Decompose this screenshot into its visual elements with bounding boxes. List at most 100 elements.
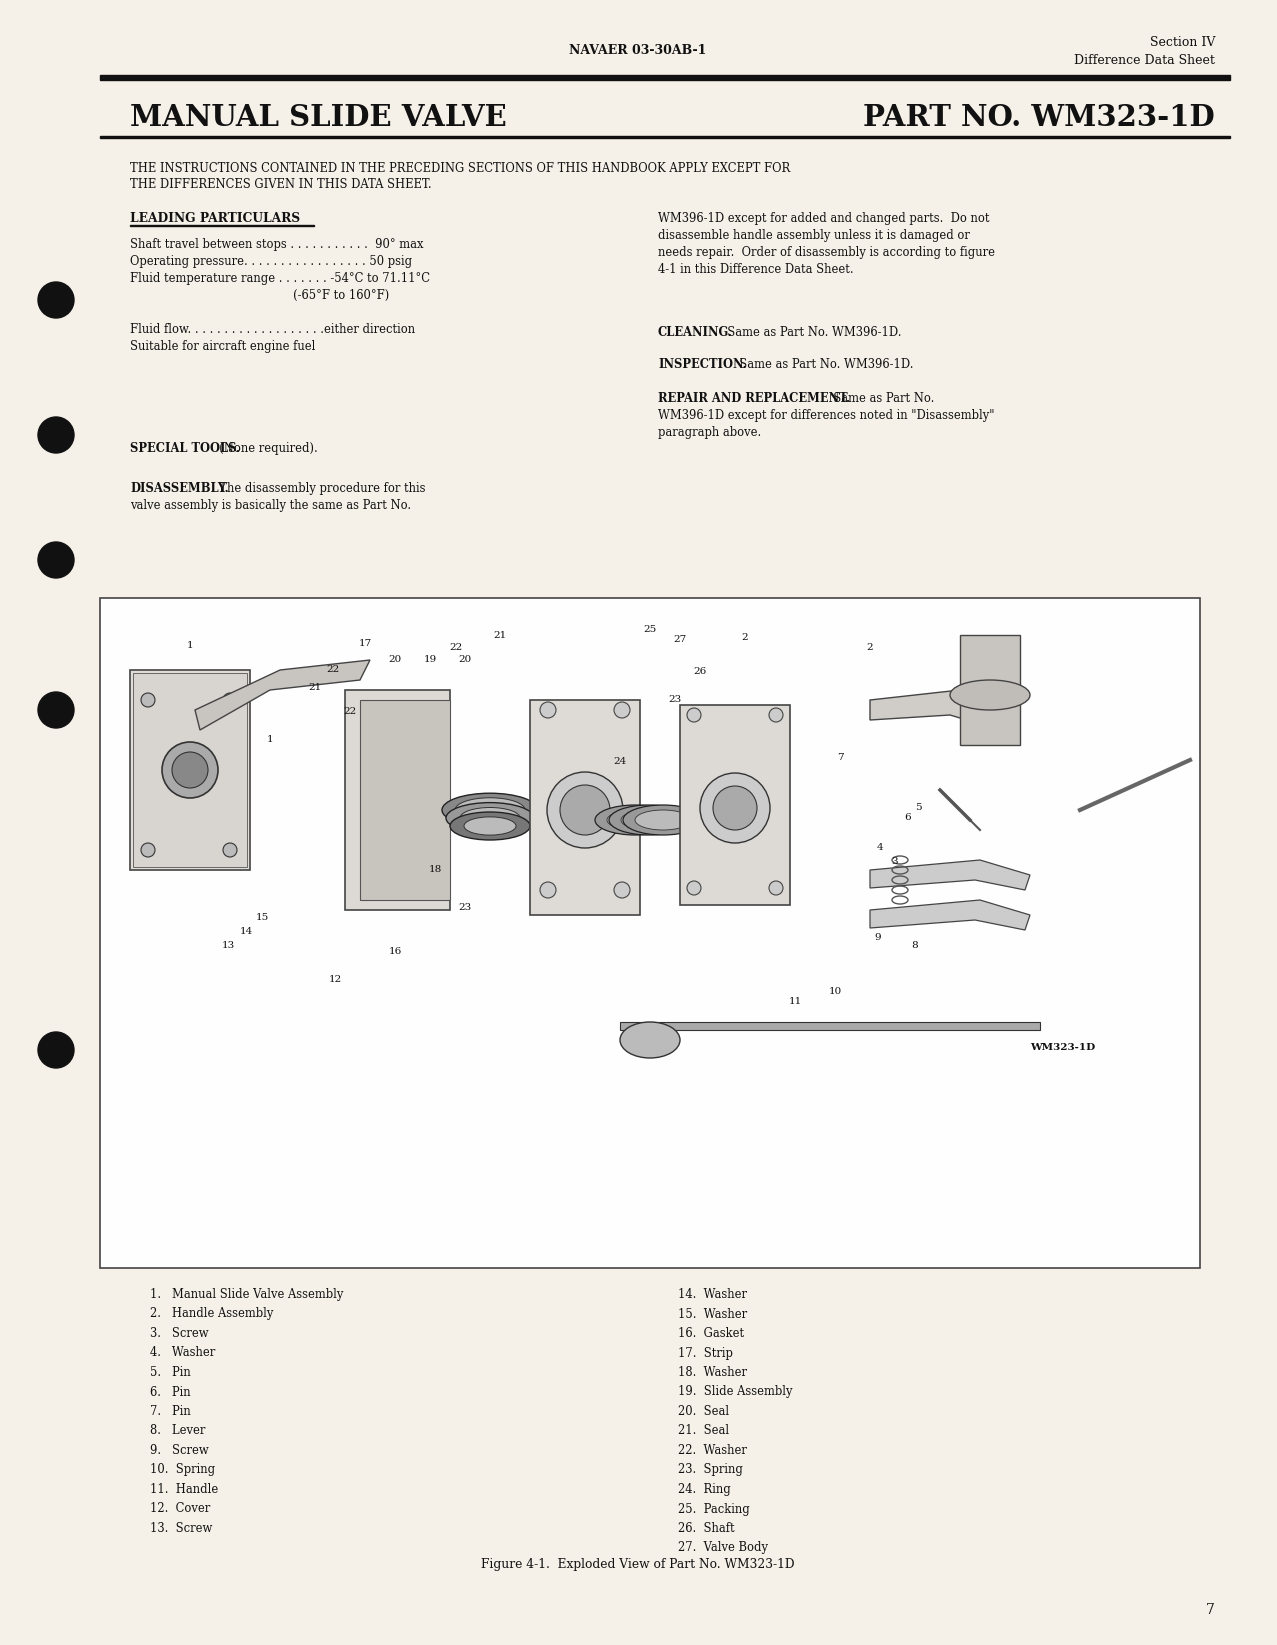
Text: 18.  Washer: 18. Washer bbox=[678, 1365, 747, 1379]
Bar bbox=[100, 76, 1230, 81]
Ellipse shape bbox=[223, 693, 238, 707]
FancyBboxPatch shape bbox=[133, 673, 246, 867]
Text: 22: 22 bbox=[450, 643, 462, 653]
Text: 24.  Ring: 24. Ring bbox=[678, 1484, 730, 1495]
Text: 6.   Pin: 6. Pin bbox=[149, 1385, 190, 1398]
Polygon shape bbox=[195, 660, 370, 730]
Text: Shaft travel between stops . . . . . . . . . . .  90° max: Shaft travel between stops . . . . . . .… bbox=[130, 239, 424, 252]
Text: 7: 7 bbox=[1205, 1602, 1214, 1617]
Text: 9.   Screw: 9. Screw bbox=[149, 1444, 208, 1457]
Polygon shape bbox=[870, 900, 1031, 929]
Text: valve assembly is basically the same as Part No.: valve assembly is basically the same as … bbox=[130, 498, 411, 512]
Text: 1: 1 bbox=[186, 640, 193, 650]
Text: 14: 14 bbox=[239, 928, 253, 936]
Text: 13: 13 bbox=[221, 941, 235, 951]
Text: NAVAER 03-30AB-1: NAVAER 03-30AB-1 bbox=[570, 43, 706, 56]
Text: MANUAL SLIDE VALVE: MANUAL SLIDE VALVE bbox=[130, 104, 507, 133]
Text: WM396-1D except for differences noted in "Disassembly": WM396-1D except for differences noted in… bbox=[658, 410, 995, 423]
Text: Difference Data Sheet: Difference Data Sheet bbox=[1074, 54, 1214, 66]
Text: Fluid flow. . . . . . . . . . . . . . . . . . .either direction: Fluid flow. . . . . . . . . . . . . . . … bbox=[130, 322, 415, 336]
Ellipse shape bbox=[140, 842, 155, 857]
Text: 22: 22 bbox=[344, 707, 356, 717]
Text: 25.  Packing: 25. Packing bbox=[678, 1502, 750, 1515]
Ellipse shape bbox=[460, 808, 520, 829]
Text: 25: 25 bbox=[644, 625, 656, 635]
Text: 2: 2 bbox=[742, 633, 748, 643]
Ellipse shape bbox=[614, 702, 630, 717]
Text: 17: 17 bbox=[359, 638, 372, 648]
Text: 11.  Handle: 11. Handle bbox=[149, 1484, 218, 1495]
Bar bbox=[100, 599, 1200, 1268]
Text: 21: 21 bbox=[493, 630, 507, 640]
Text: CLEANING.: CLEANING. bbox=[658, 326, 733, 339]
Ellipse shape bbox=[687, 707, 701, 722]
Text: 7: 7 bbox=[836, 753, 843, 763]
Text: 23: 23 bbox=[668, 696, 682, 704]
Ellipse shape bbox=[700, 773, 770, 842]
Text: 15.  Washer: 15. Washer bbox=[678, 1308, 747, 1321]
Ellipse shape bbox=[162, 742, 218, 798]
Text: 21.  Seal: 21. Seal bbox=[678, 1425, 729, 1438]
Text: 11: 11 bbox=[788, 997, 802, 1007]
Text: The disassembly procedure for this: The disassembly procedure for this bbox=[212, 482, 425, 495]
FancyBboxPatch shape bbox=[360, 701, 450, 900]
Ellipse shape bbox=[172, 752, 208, 788]
Ellipse shape bbox=[595, 804, 676, 836]
Text: 16.  Gasket: 16. Gasket bbox=[678, 1328, 744, 1341]
Ellipse shape bbox=[223, 842, 238, 857]
Ellipse shape bbox=[140, 693, 155, 707]
FancyBboxPatch shape bbox=[345, 689, 450, 910]
Text: 24: 24 bbox=[613, 757, 627, 767]
Text: Figure 4-1.  Exploded View of Part No. WM323-1D: Figure 4-1. Exploded View of Part No. WM… bbox=[481, 1558, 794, 1571]
Ellipse shape bbox=[540, 882, 555, 898]
Ellipse shape bbox=[621, 1022, 679, 1058]
Text: 2.   Handle Assembly: 2. Handle Assembly bbox=[149, 1308, 273, 1321]
Text: DISASSEMBLY.: DISASSEMBLY. bbox=[130, 482, 229, 495]
Text: (None required).: (None required). bbox=[212, 443, 318, 456]
Text: 8: 8 bbox=[912, 941, 918, 949]
Text: 1: 1 bbox=[267, 735, 273, 745]
Text: 4: 4 bbox=[877, 844, 884, 852]
Text: 10.  Spring: 10. Spring bbox=[149, 1464, 215, 1477]
Text: 27: 27 bbox=[673, 635, 687, 645]
Ellipse shape bbox=[609, 804, 690, 836]
Text: 22: 22 bbox=[327, 666, 340, 674]
Text: 27.  Valve Body: 27. Valve Body bbox=[678, 1541, 767, 1555]
Text: PART NO. WM323-1D: PART NO. WM323-1D bbox=[863, 104, 1214, 133]
Text: 23.  Spring: 23. Spring bbox=[678, 1464, 743, 1477]
Text: 9: 9 bbox=[875, 933, 881, 943]
Text: Same as Part No. WM396-1D.: Same as Part No. WM396-1D. bbox=[720, 326, 902, 339]
Circle shape bbox=[38, 541, 74, 577]
Text: 12: 12 bbox=[328, 975, 342, 984]
Text: INSPECTION.: INSPECTION. bbox=[658, 359, 747, 372]
Text: 2: 2 bbox=[867, 643, 873, 653]
Text: Operating pressure. . . . . . . . . . . . . . . . . 50 psig: Operating pressure. . . . . . . . . . . … bbox=[130, 255, 412, 268]
Text: Fluid temperature range . . . . . . . -54°C to 71.11°C: Fluid temperature range . . . . . . . -5… bbox=[130, 271, 430, 285]
Text: 19.  Slide Assembly: 19. Slide Assembly bbox=[678, 1385, 793, 1398]
Text: Section IV: Section IV bbox=[1149, 36, 1214, 48]
Text: paragraph above.: paragraph above. bbox=[658, 426, 761, 439]
Text: 3.   Screw: 3. Screw bbox=[149, 1328, 208, 1341]
Text: SPECIAL TOOLS.: SPECIAL TOOLS. bbox=[130, 443, 240, 456]
FancyBboxPatch shape bbox=[960, 635, 1020, 745]
Ellipse shape bbox=[687, 882, 701, 895]
Ellipse shape bbox=[442, 793, 538, 827]
Ellipse shape bbox=[623, 804, 704, 836]
Text: 14.  Washer: 14. Washer bbox=[678, 1288, 747, 1301]
Text: 3: 3 bbox=[891, 857, 898, 867]
Ellipse shape bbox=[464, 818, 516, 836]
Ellipse shape bbox=[769, 882, 783, 895]
Ellipse shape bbox=[607, 809, 663, 831]
Text: 16: 16 bbox=[388, 948, 402, 956]
Ellipse shape bbox=[372, 775, 421, 826]
Text: WM396-1D except for added and changed parts.  Do not: WM396-1D except for added and changed pa… bbox=[658, 212, 990, 225]
Text: 17.  Strip: 17. Strip bbox=[678, 1347, 733, 1359]
Text: 4.   Washer: 4. Washer bbox=[149, 1347, 216, 1359]
Ellipse shape bbox=[614, 882, 630, 898]
Text: 10: 10 bbox=[829, 987, 842, 997]
Bar bbox=[621, 1022, 1039, 1030]
Ellipse shape bbox=[455, 798, 525, 822]
Text: 5: 5 bbox=[914, 803, 921, 813]
Ellipse shape bbox=[561, 785, 610, 836]
Text: 12.  Cover: 12. Cover bbox=[149, 1502, 211, 1515]
